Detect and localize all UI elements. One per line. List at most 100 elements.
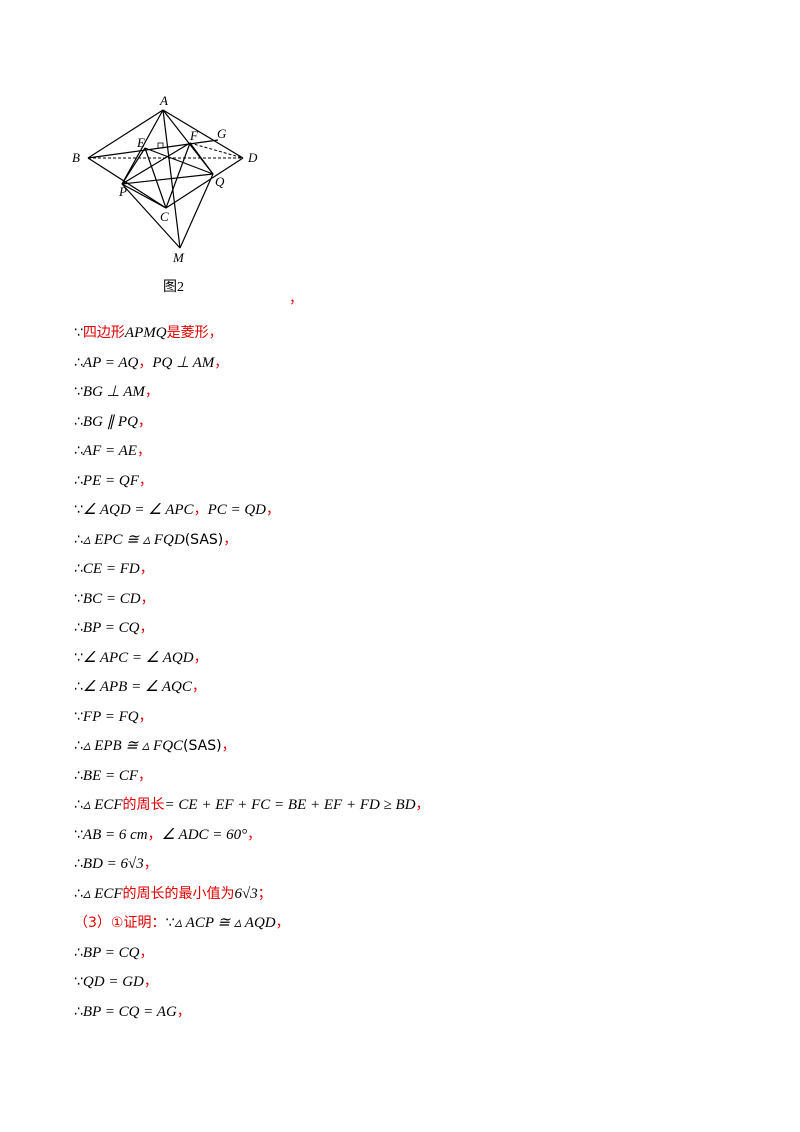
- proof-segment: ，: [139, 944, 154, 961]
- proof-line: ∴▵ EPC ≅ ▵ FQD(SAS)，: [74, 525, 430, 555]
- proof-segment: ，: [247, 826, 262, 843]
- proof-segment: BG ∥ PQ: [82, 413, 138, 430]
- proof-line: ∴BD = 6√3，: [74, 849, 430, 879]
- proof-segment: QD = GD: [82, 974, 144, 990]
- proof-segment: ，: [136, 443, 151, 459]
- proof-line: ∵BC = CD，: [74, 584, 430, 614]
- proof-line: ∵四边形APMQ是菱形，: [74, 318, 430, 348]
- proof-segment: (SAS): [183, 738, 222, 754]
- proof-segment: AF = AE: [82, 443, 137, 459]
- proof-segment: ，: [138, 708, 153, 725]
- proof-line: ∴▵ ECF的周长的最小值为6√3；: [74, 879, 430, 909]
- proof-segment: ∴: [74, 531, 83, 548]
- proof-line: ∴BE = CF，: [74, 761, 430, 791]
- proof-segment: ，: [223, 531, 238, 548]
- geometry-figure: A B D E F G P Q C M: [60, 90, 280, 290]
- proof-segment: ∵: [74, 384, 83, 400]
- proof-segment: ∴: [74, 413, 83, 430]
- proof-segment: ∴: [74, 620, 83, 636]
- proof-segment: APMQ: [124, 325, 167, 341]
- proof-segment: PQ ⊥ AM: [152, 354, 215, 371]
- proof-segment: ，: [147, 826, 162, 843]
- proof-segment: 6√3: [234, 885, 258, 902]
- proof-segment: ∠ AQD = ∠ APC: [82, 502, 194, 518]
- proof-segment: ∵: [74, 974, 83, 990]
- proof-segment: 的周长的最小值为: [122, 885, 235, 902]
- proof-segment: ，: [139, 620, 154, 636]
- proof-segment: ，: [138, 354, 153, 371]
- proof-segment: ，: [221, 738, 236, 754]
- proof-segment: ∠ ADC = 60°: [161, 826, 248, 843]
- proof-segment: BD = 6√3: [82, 856, 144, 872]
- proof-segment: ∴: [74, 885, 83, 902]
- proof-segment: ，: [143, 974, 158, 990]
- proof-segment: （3）①证明：: [74, 915, 166, 931]
- stray-comma: ，: [289, 291, 303, 307]
- proof-segment: BP = CQ: [82, 944, 140, 961]
- proof-segment: ▵ ECF: [82, 885, 123, 902]
- proof-line: ∴▵ EPB ≅ ▵ FQC(SAS)，: [74, 731, 430, 761]
- label-A: A: [159, 93, 168, 108]
- proof-segment: ∵: [74, 590, 83, 607]
- proof-segment: ，: [137, 413, 152, 430]
- label-P: P: [118, 184, 127, 199]
- proof-segment: ∵: [74, 325, 83, 341]
- proof-segment: ∵: [74, 502, 83, 518]
- proof-segment: ∴: [74, 856, 83, 872]
- label-B: B: [72, 150, 80, 165]
- proof-segment: FP = FQ: [82, 708, 139, 725]
- proof-segment: ∠ APC = ∠ AQD: [82, 649, 194, 666]
- proof-line: ∵BG ⊥ AM，: [74, 377, 430, 407]
- proof-segment: ，: [266, 502, 281, 518]
- proof-line: ∵∠ APC = ∠ AQD，: [74, 643, 430, 673]
- proof-segment: ，: [140, 590, 155, 607]
- proof-segment: ▵ EPB ≅ ▵ FQC: [82, 738, 184, 754]
- proof-segment: PE = QF: [82, 472, 139, 489]
- label-G: G: [217, 126, 227, 141]
- proof-segment: BP = CQ = AG: [82, 1003, 177, 1020]
- proof-segment: ∵: [74, 708, 83, 725]
- proof-segment: ，: [193, 502, 208, 518]
- proof-segment: ∴: [74, 354, 83, 371]
- proof-line: ∴∠ APB = ∠ AQC，: [74, 672, 430, 702]
- proof-lines: ∵四边形APMQ是菱形， ∴AP = AQ，PQ ⊥ AM， ∵BG ⊥ AM， ∴B…: [74, 318, 430, 1026]
- proof-segment: ；: [257, 885, 272, 902]
- label-C: C: [160, 209, 169, 224]
- proof-segment: ，: [143, 856, 158, 872]
- proof-segment: ∠ APB = ∠ AQC: [82, 679, 192, 695]
- proof-segment: (SAS): [184, 531, 224, 548]
- proof-segment: 是菱形，: [166, 325, 223, 341]
- proof-segment: 的周长: [122, 797, 165, 813]
- proof-line: ∴BP = CQ = AG，: [74, 997, 430, 1027]
- proof-segment: ∴: [74, 767, 83, 784]
- proof-line: ∴AP = AQ，PQ ⊥ AM，: [74, 348, 430, 378]
- proof-segment: BG ⊥ AM: [82, 384, 145, 400]
- proof-segment: ▵ ECF: [82, 797, 123, 813]
- proof-segment: ，: [275, 915, 290, 931]
- proof-segment: ∴: [74, 472, 83, 489]
- proof-segment: ，: [415, 797, 430, 813]
- proof-line: ∴CE = FD，: [74, 554, 430, 584]
- proof-line: ∴AF = AE，: [74, 436, 430, 466]
- proof-line: ∴BG ∥ PQ，: [74, 407, 430, 437]
- proof-segment: ∵: [74, 826, 83, 843]
- proof-segment: 四边形: [82, 325, 125, 341]
- proof-segment: ，: [214, 354, 229, 371]
- proof-segment: ，: [144, 384, 159, 400]
- proof-segment: ∴: [74, 738, 83, 754]
- proof-segment: BE = CF: [82, 767, 139, 784]
- proof-segment: PC = QD: [207, 502, 267, 518]
- proof-segment: AB = 6 cm: [82, 826, 148, 843]
- proof-line: ∴BP = CQ，: [74, 613, 430, 643]
- proof-segment: AP = AQ: [82, 354, 139, 371]
- proof-segment: ，: [139, 561, 154, 577]
- proof-segment: ∴: [74, 561, 83, 577]
- proof-segment: ，: [193, 649, 208, 666]
- proof-segment: ∴: [74, 797, 83, 813]
- proof-line: ∵AB = 6 cm，∠ ADC = 60°，: [74, 820, 430, 850]
- label-Q: Q: [215, 174, 225, 189]
- proof-segment: ∴: [74, 1003, 83, 1020]
- proof-segment: ∴: [74, 443, 83, 459]
- proof-segment: ▵ EPC ≅ ▵ FQD: [82, 531, 185, 548]
- proof-segment: ∵: [74, 649, 83, 666]
